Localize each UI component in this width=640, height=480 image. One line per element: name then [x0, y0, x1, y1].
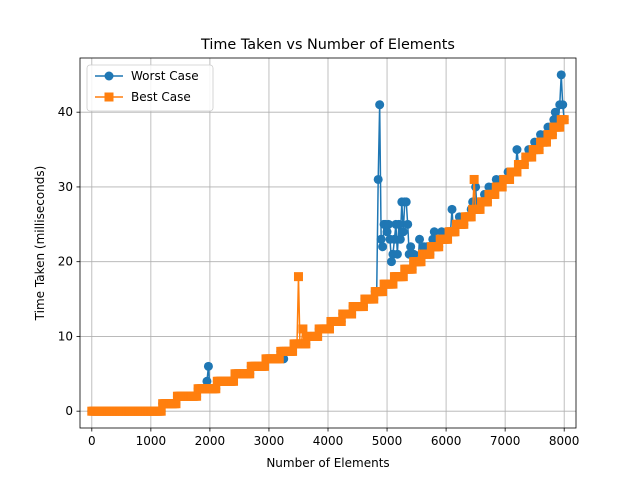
data-point	[555, 122, 565, 132]
data-point	[497, 182, 507, 192]
data-point	[416, 257, 426, 267]
data-point	[547, 130, 557, 140]
data-point	[519, 160, 529, 170]
data-point	[429, 227, 439, 237]
data-point	[293, 272, 303, 282]
x-tick-label: 6000	[431, 434, 462, 448]
y-tick-label: 0	[65, 404, 73, 418]
data-point	[459, 219, 469, 229]
data-point	[559, 115, 569, 125]
data-point	[358, 302, 368, 312]
data-point	[376, 234, 386, 244]
data-point	[395, 234, 405, 244]
y-tick-label: 10	[58, 329, 73, 343]
data-point	[382, 227, 392, 237]
data-point	[475, 204, 485, 214]
x-tick-label: 2000	[195, 434, 226, 448]
data-point	[313, 331, 323, 341]
data-point	[406, 242, 416, 252]
data-point	[443, 234, 453, 244]
legend-label-best-case: Best Case	[131, 90, 191, 104]
data-point	[409, 249, 419, 259]
data-point	[298, 324, 308, 334]
data-point	[398, 227, 408, 237]
y-axis-label: Time Taken (milliseconds)	[33, 166, 47, 322]
x-tick-label: 0	[88, 434, 96, 448]
data-point	[171, 399, 181, 409]
data-point	[403, 219, 413, 229]
data-point	[203, 361, 213, 371]
legend-marker-best-case	[104, 92, 114, 102]
data-point	[373, 174, 383, 184]
legend-marker-worst-case	[104, 71, 114, 81]
legend-label-worst-case: Worst Case	[131, 69, 199, 83]
data-point	[550, 107, 560, 117]
data-point	[556, 70, 566, 80]
data-point	[336, 316, 346, 326]
x-tick-label: 7000	[490, 434, 521, 448]
data-point	[401, 197, 411, 207]
data-point	[192, 391, 202, 401]
data-point	[156, 406, 166, 416]
data-point	[527, 152, 537, 162]
data-point	[505, 174, 515, 184]
data-point	[202, 376, 212, 386]
y-tick-label: 30	[58, 180, 73, 194]
data-point	[394, 219, 404, 229]
data-point	[447, 204, 457, 214]
data-point	[229, 376, 239, 386]
ticks: 0 1000 2000 3000 4000 5000 6000 7000 8000 0 10 20 30…	[58, 105, 580, 448]
data-point	[534, 145, 544, 155]
data-point	[369, 294, 379, 304]
x-tick-label: 4000	[313, 434, 344, 448]
chart-title: Time Taken vs Number of Elements	[200, 37, 455, 53]
data-point	[260, 361, 270, 371]
y-tick-label: 40	[58, 105, 73, 119]
data-point	[541, 137, 551, 147]
data-point	[482, 197, 492, 207]
data-point	[558, 100, 568, 110]
series-layer	[87, 70, 569, 416]
data-point	[392, 249, 402, 259]
data-point	[378, 287, 388, 297]
data-point	[434, 242, 444, 252]
data-point	[388, 279, 398, 289]
x-axis-label: Number of Elements	[266, 456, 389, 470]
x-tick-label: 8000	[549, 434, 580, 448]
data-point	[386, 257, 396, 267]
data-point	[490, 189, 500, 199]
data-point	[288, 346, 298, 356]
data-point	[301, 339, 311, 349]
x-tick-label: 3000	[254, 434, 285, 448]
data-point	[324, 324, 334, 334]
data-point	[398, 272, 408, 282]
x-tick-label: 5000	[372, 434, 403, 448]
data-point	[245, 369, 255, 379]
x-tick-label: 1000	[136, 434, 167, 448]
series-best-case	[87, 115, 569, 416]
data-point	[450, 227, 460, 237]
data-point	[384, 219, 394, 229]
data-point	[425, 249, 435, 259]
data-point	[512, 167, 522, 177]
data-point	[512, 145, 522, 155]
data-point	[375, 100, 385, 110]
data-point	[415, 234, 425, 244]
y-tick-label: 20	[58, 255, 73, 269]
legend: Worst Case Best Case	[86, 64, 214, 112]
data-point	[378, 242, 388, 252]
data-point	[347, 309, 357, 319]
data-point	[466, 212, 476, 222]
data-point	[469, 174, 479, 184]
data-point	[211, 384, 221, 394]
data-point	[274, 354, 284, 364]
data-point	[407, 264, 417, 274]
